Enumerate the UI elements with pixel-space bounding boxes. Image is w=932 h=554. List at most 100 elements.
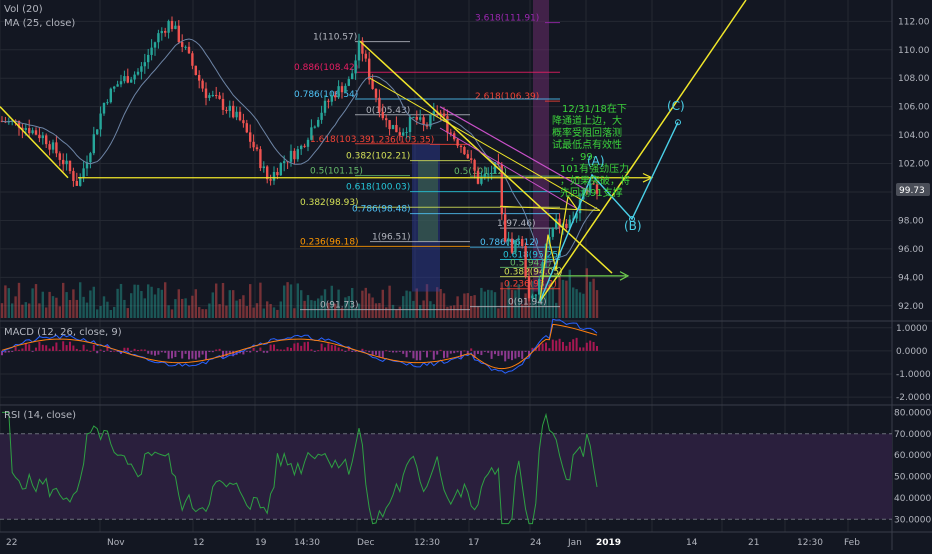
candle-body [412,116,415,118]
macd-histogram-bar [378,350,381,358]
candle-body [568,219,571,229]
macd-histogram-bar [276,349,279,351]
candle-body [198,74,201,81]
macd-histogram-bar [198,350,201,358]
macd-histogram-bar [303,342,306,351]
candle-body [422,117,425,125]
volume-bar [578,292,582,318]
volume-bar [490,290,493,318]
candle-body [276,171,279,176]
candle-body [136,71,140,75]
volume-bar [527,285,531,318]
volume-bar [371,297,374,318]
candle-body [402,132,405,136]
candle-body [300,145,303,150]
macd-histogram-bar [92,344,95,351]
candle-body [521,239,524,246]
volume-bar [402,296,405,318]
candle-body [303,145,306,147]
macd-histogram-bar [245,350,248,352]
volume-bar [208,303,211,318]
macd-histogram-bar [14,347,17,351]
candle-body [130,79,133,83]
volume-bar [113,306,116,318]
candle-body [21,127,24,130]
macd-histogram-bar [307,341,309,351]
macd-histogram-bar [242,350,245,355]
volume-bar [194,289,197,318]
macd-histogram-bar [419,350,422,361]
candle-body [439,112,442,114]
volume-bar [136,284,140,318]
volume-bar [45,307,48,318]
volume-bar [221,282,225,318]
candle-body [238,111,242,121]
volume-bar [48,291,51,318]
candle-body [470,158,473,160]
macd-histogram-bar [575,337,578,351]
macd-histogram-bar [585,342,588,351]
ma-indicator-title: MA (25, close) [4,18,75,29]
macd-histogram-bar [483,350,486,352]
candle-body [102,102,106,114]
volume-bar [483,291,486,318]
volume-bar [514,290,517,318]
volume-bar [28,303,31,318]
candle-body [320,112,323,120]
candle-body [408,117,412,133]
candle-body [235,111,238,118]
volume-bar [170,309,174,318]
macd-histogram-bar [300,345,303,351]
candle-body [317,119,320,127]
volume-bar [252,307,255,318]
macd-histogram-bar [405,350,408,358]
volume-bar [99,305,102,318]
candle-body [17,120,21,128]
volume-bar [504,289,507,318]
candle-body [578,199,582,214]
volume-bar [130,293,133,318]
candle-body [296,149,299,160]
macd-tick-label: 0.0000 [896,347,928,357]
volume-bar [459,305,463,318]
macd-histogram-bar [273,344,275,351]
volume-bar [548,280,551,318]
fib-label: 1(96.51) [372,233,411,243]
time-tick-label: 12:30 [414,538,440,548]
macd-histogram-bar [480,350,483,356]
macd-histogram-bar [524,350,527,352]
fib-label: 0.236(96.18) [300,237,359,247]
candle-body [347,79,350,86]
volume-bar [456,296,459,318]
projection-path [539,122,679,302]
macd-histogram-bar [259,347,262,351]
macd-histogram-bar [402,350,405,354]
candle-body [147,54,150,63]
candle-body [218,95,221,99]
candle-body [272,171,276,181]
macd-histogram-bar [215,349,218,351]
volume-bar [555,302,558,318]
candle-body [589,183,592,193]
macd-histogram-bar [4,350,7,353]
macd-histogram-bar [381,350,384,359]
macd-histogram-bar [422,350,425,352]
candle-body [538,279,541,295]
macd-histogram-bar [521,350,524,359]
time-tick-label: Jan [567,538,582,548]
candle-body [51,142,55,150]
volume-bar [493,292,497,318]
candle-body [442,113,446,117]
candle-body [225,109,228,111]
candle-body [558,218,561,228]
candle-body [242,120,245,124]
volume-bar [184,298,187,318]
volume-bar [106,301,109,318]
volume-bar [85,302,89,318]
volume-bar [123,299,126,318]
volume-bar [147,284,150,318]
macd-histogram-bar [565,345,568,351]
candle-body [177,25,180,43]
macd-histogram-bar [65,345,68,351]
